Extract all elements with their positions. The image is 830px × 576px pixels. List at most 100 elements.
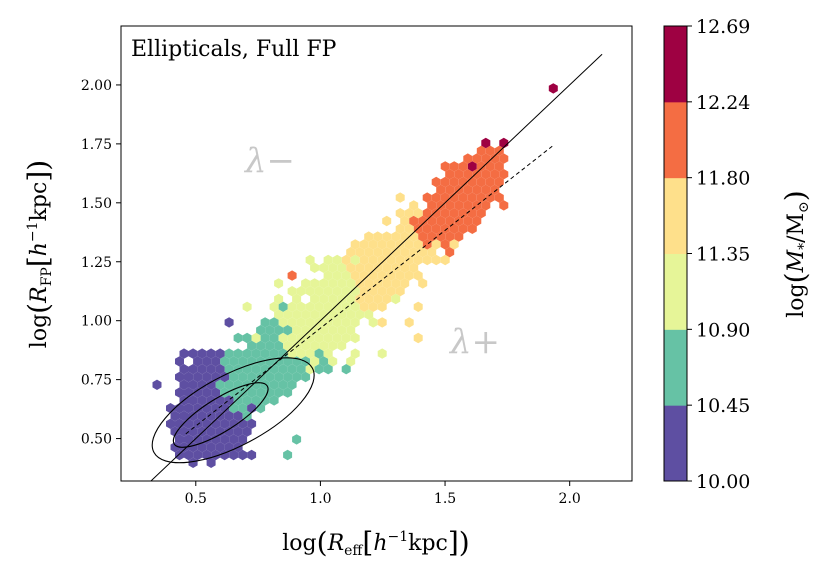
hexbin-cell <box>467 161 477 172</box>
hexbin-cell <box>265 340 275 351</box>
hexbin-cell <box>242 332 252 344</box>
hexbin-cell <box>377 301 387 312</box>
hexbin-cell <box>224 317 234 328</box>
hexbin-cell <box>310 262 320 273</box>
hexbin-cell <box>251 364 261 375</box>
lambda-minus-label: λ− <box>243 141 295 181</box>
hexbin-cell <box>395 192 405 203</box>
hexbin-cell <box>481 169 491 180</box>
hexbin-cell <box>287 317 297 328</box>
hexbin-cell <box>377 254 387 266</box>
hexbin-cell <box>454 200 464 211</box>
hexbin-cell <box>413 301 423 312</box>
hexbin-cell <box>373 293 383 305</box>
hexbin-cell <box>449 176 459 188</box>
hexbin-cell <box>193 387 203 398</box>
hexbin-cell <box>193 371 203 383</box>
hexbin-cell <box>368 317 378 328</box>
hexbin-cell <box>395 270 405 281</box>
hexbin-cell <box>400 262 410 273</box>
hexbin-cell <box>269 332 279 344</box>
colorbar-segment <box>664 177 687 254</box>
hexbin-cell <box>292 340 302 351</box>
hexbin-cell <box>310 356 320 367</box>
hexbin-cell <box>337 325 347 336</box>
hexbin-cell <box>319 340 329 351</box>
hexbin-cell <box>220 356 230 367</box>
hexbin-cell <box>391 231 401 242</box>
hexbin-cell <box>238 434 248 445</box>
hexbin-cell <box>409 200 419 211</box>
hexbin-cell <box>472 153 482 164</box>
hexbin-cell <box>283 449 293 461</box>
hexbin-cell <box>274 371 284 383</box>
hexbin-cell <box>445 169 455 180</box>
hexbin-cell <box>215 442 225 453</box>
hexbin-cell <box>206 457 216 468</box>
lambda-plus-label: λ+ <box>448 322 500 362</box>
hexbin-cell <box>287 379 297 390</box>
hexbin-cell <box>449 239 459 250</box>
hexbin-cell <box>215 348 225 359</box>
hexbin-cell <box>260 395 270 406</box>
hexbin-cell <box>458 176 468 188</box>
hexbin-cell <box>206 442 216 453</box>
hexbin-cell <box>337 262 347 273</box>
hexbin-cell <box>184 403 194 414</box>
hexbin-cell <box>431 176 441 188</box>
hexbin-cell <box>211 371 221 383</box>
hexbin-cell <box>233 410 243 422</box>
hexbin-cell <box>310 325 320 336</box>
hexbin-cell <box>247 371 257 383</box>
hexbin-cell <box>184 434 194 445</box>
hexbin-cell <box>233 348 243 359</box>
hexbin-cell <box>485 192 495 203</box>
hexbin-cell <box>319 293 329 305</box>
hexbin-cell <box>233 426 243 437</box>
hexbin-cell <box>418 247 428 258</box>
hexbin-cell <box>485 176 495 188</box>
hexbin-cell <box>409 262 419 273</box>
hexbin-cell <box>350 301 360 312</box>
hexbin-cell <box>494 161 504 172</box>
hexbin-cell <box>238 356 248 367</box>
hexbin-cell <box>436 200 446 211</box>
colorbar-tick-label: 10.45 <box>696 395 750 417</box>
hexbin-cell <box>391 262 401 273</box>
hexbin-cell <box>292 434 302 445</box>
hexbin-cell <box>175 418 184 429</box>
hexbin-cell <box>287 286 297 297</box>
hexbin-cell <box>287 270 297 281</box>
hexbin-cell <box>193 434 203 445</box>
hexbin-cell <box>445 231 455 242</box>
hexbin-cell <box>175 371 184 383</box>
hexbin-cell <box>364 293 374 305</box>
hexbin-cell <box>341 270 351 281</box>
hexbin-cell <box>436 184 446 195</box>
hexbin-cell <box>224 379 234 390</box>
hexbin-cell <box>260 332 270 344</box>
hexbin-cell <box>454 169 464 180</box>
hexbin-cell <box>179 348 189 359</box>
hexbin-cell <box>319 262 329 273</box>
hexbin-cell <box>404 254 414 266</box>
contour-outer <box>151 357 315 464</box>
hexbin-cell <box>346 309 356 320</box>
hexbin-cell <box>355 293 365 305</box>
hexbin-cell <box>256 340 266 351</box>
hexbin-cell <box>418 278 428 289</box>
hexbin-cell <box>301 278 311 289</box>
colorbar-label: log(M*/M⊙) <box>779 190 812 317</box>
hexbin-cell <box>301 371 311 383</box>
hexbin-cell <box>274 278 284 289</box>
hexbin-cell <box>400 278 410 289</box>
hexbin-cell <box>377 348 387 359</box>
hexbin-cell <box>310 278 320 289</box>
hexbin-cell <box>197 395 207 406</box>
hexbin-cell <box>355 309 365 320</box>
hexbin-cell <box>332 270 342 281</box>
hexbin-cell <box>328 293 338 305</box>
hexbin-cell <box>422 192 432 203</box>
hexbin-cell <box>346 262 356 273</box>
